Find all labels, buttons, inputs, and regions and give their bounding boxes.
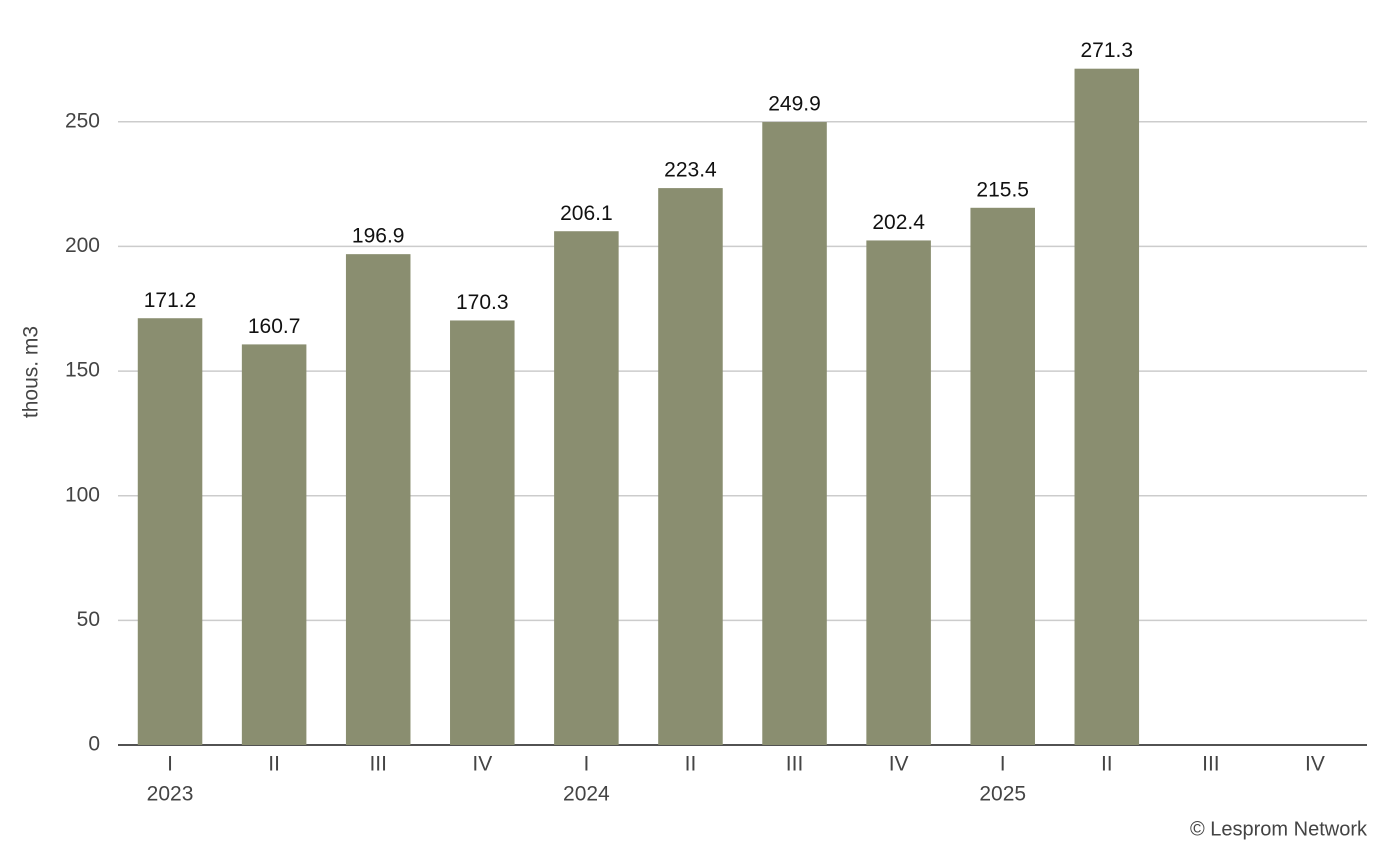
bar	[137, 318, 203, 745]
y-tick-label: 250	[65, 109, 100, 132]
bar	[241, 344, 307, 745]
x-tick-label: II	[268, 753, 280, 776]
bar	[1074, 68, 1140, 745]
bar	[345, 254, 411, 745]
y-tick-label: 150	[65, 359, 100, 382]
bar	[554, 231, 619, 745]
y-tick-label: 0	[88, 733, 100, 756]
value-label: 171.2	[144, 289, 197, 312]
bar	[762, 122, 827, 745]
x-tick-label: IV	[889, 753, 909, 776]
value-label: 202.4	[872, 211, 925, 234]
value-label: 215.5	[976, 178, 1029, 201]
value-label: 271.3	[1081, 39, 1134, 62]
bar	[970, 207, 1035, 745]
x-tick-label: II	[1101, 753, 1113, 776]
x-tick-label: III	[1202, 753, 1220, 776]
y-axis-title: thous. m3	[20, 326, 43, 418]
value-label: 160.7	[248, 315, 301, 338]
value-label: 170.3	[456, 291, 509, 314]
year-label: 2023	[147, 783, 194, 806]
value-label: 223.4	[664, 159, 717, 182]
year-label: 2024	[563, 783, 610, 806]
x-tick-label: I	[1000, 753, 1006, 776]
bar	[866, 240, 931, 745]
y-tick-label: 50	[77, 608, 100, 631]
value-label: 196.9	[352, 225, 405, 248]
bar	[450, 320, 515, 745]
x-tick-label: IV	[472, 753, 492, 776]
x-tick-label: I	[583, 753, 589, 776]
y-tick-label: 100	[65, 483, 100, 506]
x-tick-label: II	[685, 753, 697, 776]
x-tick-label: III	[369, 753, 387, 776]
year-label: 2025	[979, 783, 1026, 806]
source-note: © Lesprom Network	[1190, 818, 1368, 840]
x-tick-label: III	[786, 753, 804, 776]
x-tick-label: I	[167, 753, 173, 776]
bar	[658, 188, 723, 746]
y-tick-label: 200	[65, 234, 100, 257]
value-label: 249.9	[768, 93, 821, 116]
x-tick-label: IV	[1305, 753, 1325, 776]
value-label: 206.1	[560, 202, 613, 225]
